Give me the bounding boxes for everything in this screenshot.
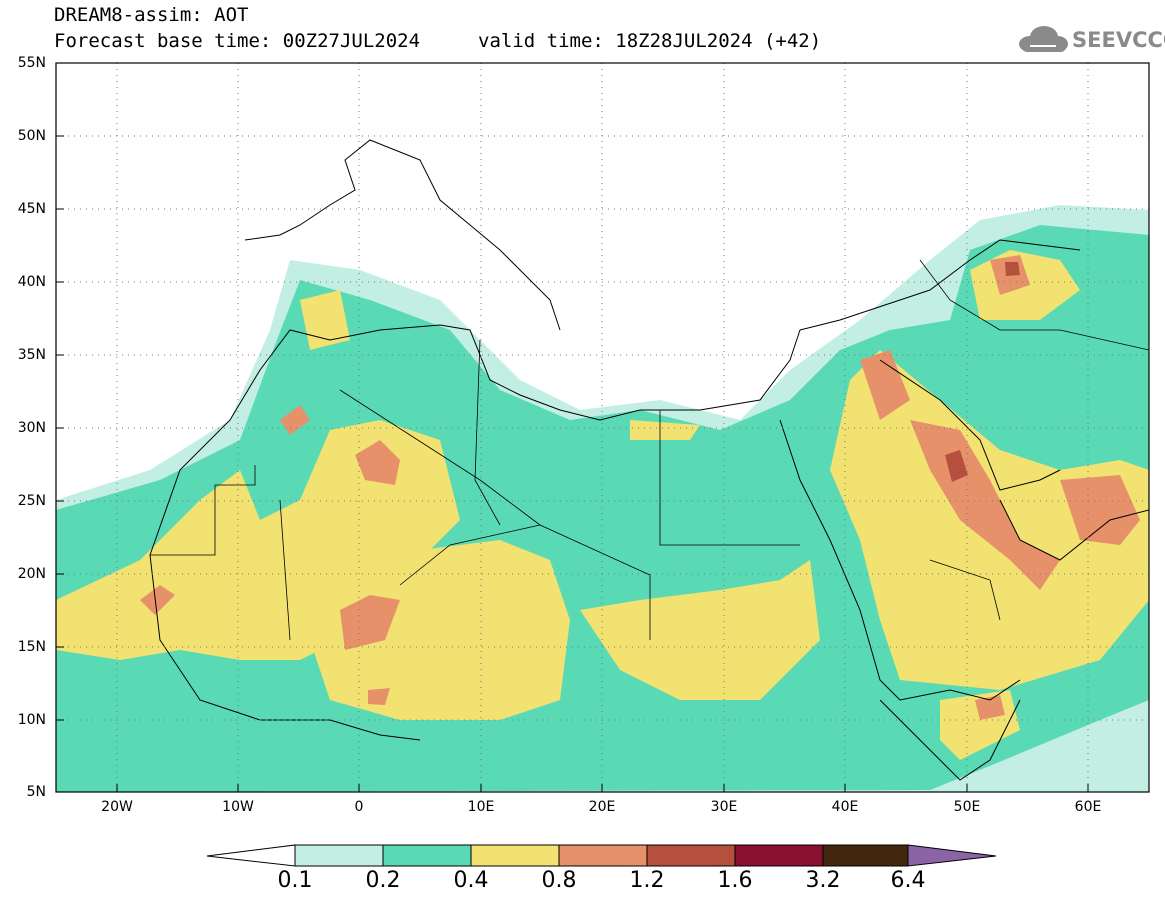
seevccc-logo: SEEVCCC bbox=[1016, 22, 1165, 58]
logo-text: SEEVCCC bbox=[1072, 28, 1165, 52]
colorbar-label: 6.4 bbox=[890, 868, 926, 893]
lon-label: 30E bbox=[710, 799, 738, 815]
lat-label: 55N bbox=[17, 55, 46, 71]
lat-label: 25N bbox=[17, 493, 46, 509]
lon-label: 20W bbox=[101, 799, 133, 815]
valid-time: valid time: 18Z28JUL2024 (+42) bbox=[478, 30, 822, 52]
colorbar-label: 0.2 bbox=[365, 868, 401, 893]
lat-label: 5N bbox=[26, 784, 46, 800]
lon-label: 60E bbox=[1074, 799, 1102, 815]
lon-label: 10W bbox=[222, 799, 254, 815]
lat-label: 20N bbox=[17, 566, 46, 582]
lon-label: 0 bbox=[354, 799, 364, 815]
lon-label: 10E bbox=[467, 799, 495, 815]
lat-label: 15N bbox=[17, 639, 46, 655]
lat-label: 10N bbox=[17, 712, 46, 728]
forecast-base-time: Forecast base time: 00Z27JUL2024 bbox=[54, 30, 421, 52]
aot-band-1.2 bbox=[945, 262, 1020, 482]
lat-label: 40N bbox=[17, 274, 46, 290]
lat-label: 45N bbox=[17, 201, 46, 217]
lon-label: 40E bbox=[831, 799, 859, 815]
colorbar-label: 0.1 bbox=[277, 868, 313, 893]
colorbar-label: 0.4 bbox=[453, 868, 489, 893]
colorbar-segment bbox=[734, 844, 824, 867]
axis-ticks bbox=[56, 62, 1089, 792]
colorbar-segment bbox=[382, 844, 472, 867]
colorbar-segment bbox=[558, 844, 648, 867]
grid-lines bbox=[56, 63, 1149, 792]
lon-label: 20E bbox=[588, 799, 616, 815]
colorbar-segment bbox=[822, 844, 909, 867]
colorbar-lower-arrow bbox=[206, 844, 296, 867]
colorbar-label: 1.2 bbox=[629, 868, 665, 893]
lat-label: 50N bbox=[17, 128, 46, 144]
colorbar bbox=[206, 844, 997, 867]
colorbar-segment bbox=[470, 844, 560, 867]
cloud-icon bbox=[1019, 26, 1068, 52]
colorbar-label: 1.6 bbox=[717, 868, 753, 893]
lon-label: 50E bbox=[953, 799, 981, 815]
lat-label: 30N bbox=[17, 420, 46, 436]
colorbar-upper-arrow bbox=[907, 844, 997, 867]
lat-label: 35N bbox=[17, 347, 46, 363]
aot-field bbox=[56, 63, 1149, 792]
colorbar-segment bbox=[646, 844, 736, 867]
political-borders bbox=[150, 259, 1149, 641]
colorbar-label: 3.2 bbox=[805, 868, 841, 893]
colorbar-segment bbox=[294, 844, 384, 867]
map-title: DREAM8-assim: AOT bbox=[54, 4, 249, 26]
colorbar-label: 0.8 bbox=[541, 868, 577, 893]
